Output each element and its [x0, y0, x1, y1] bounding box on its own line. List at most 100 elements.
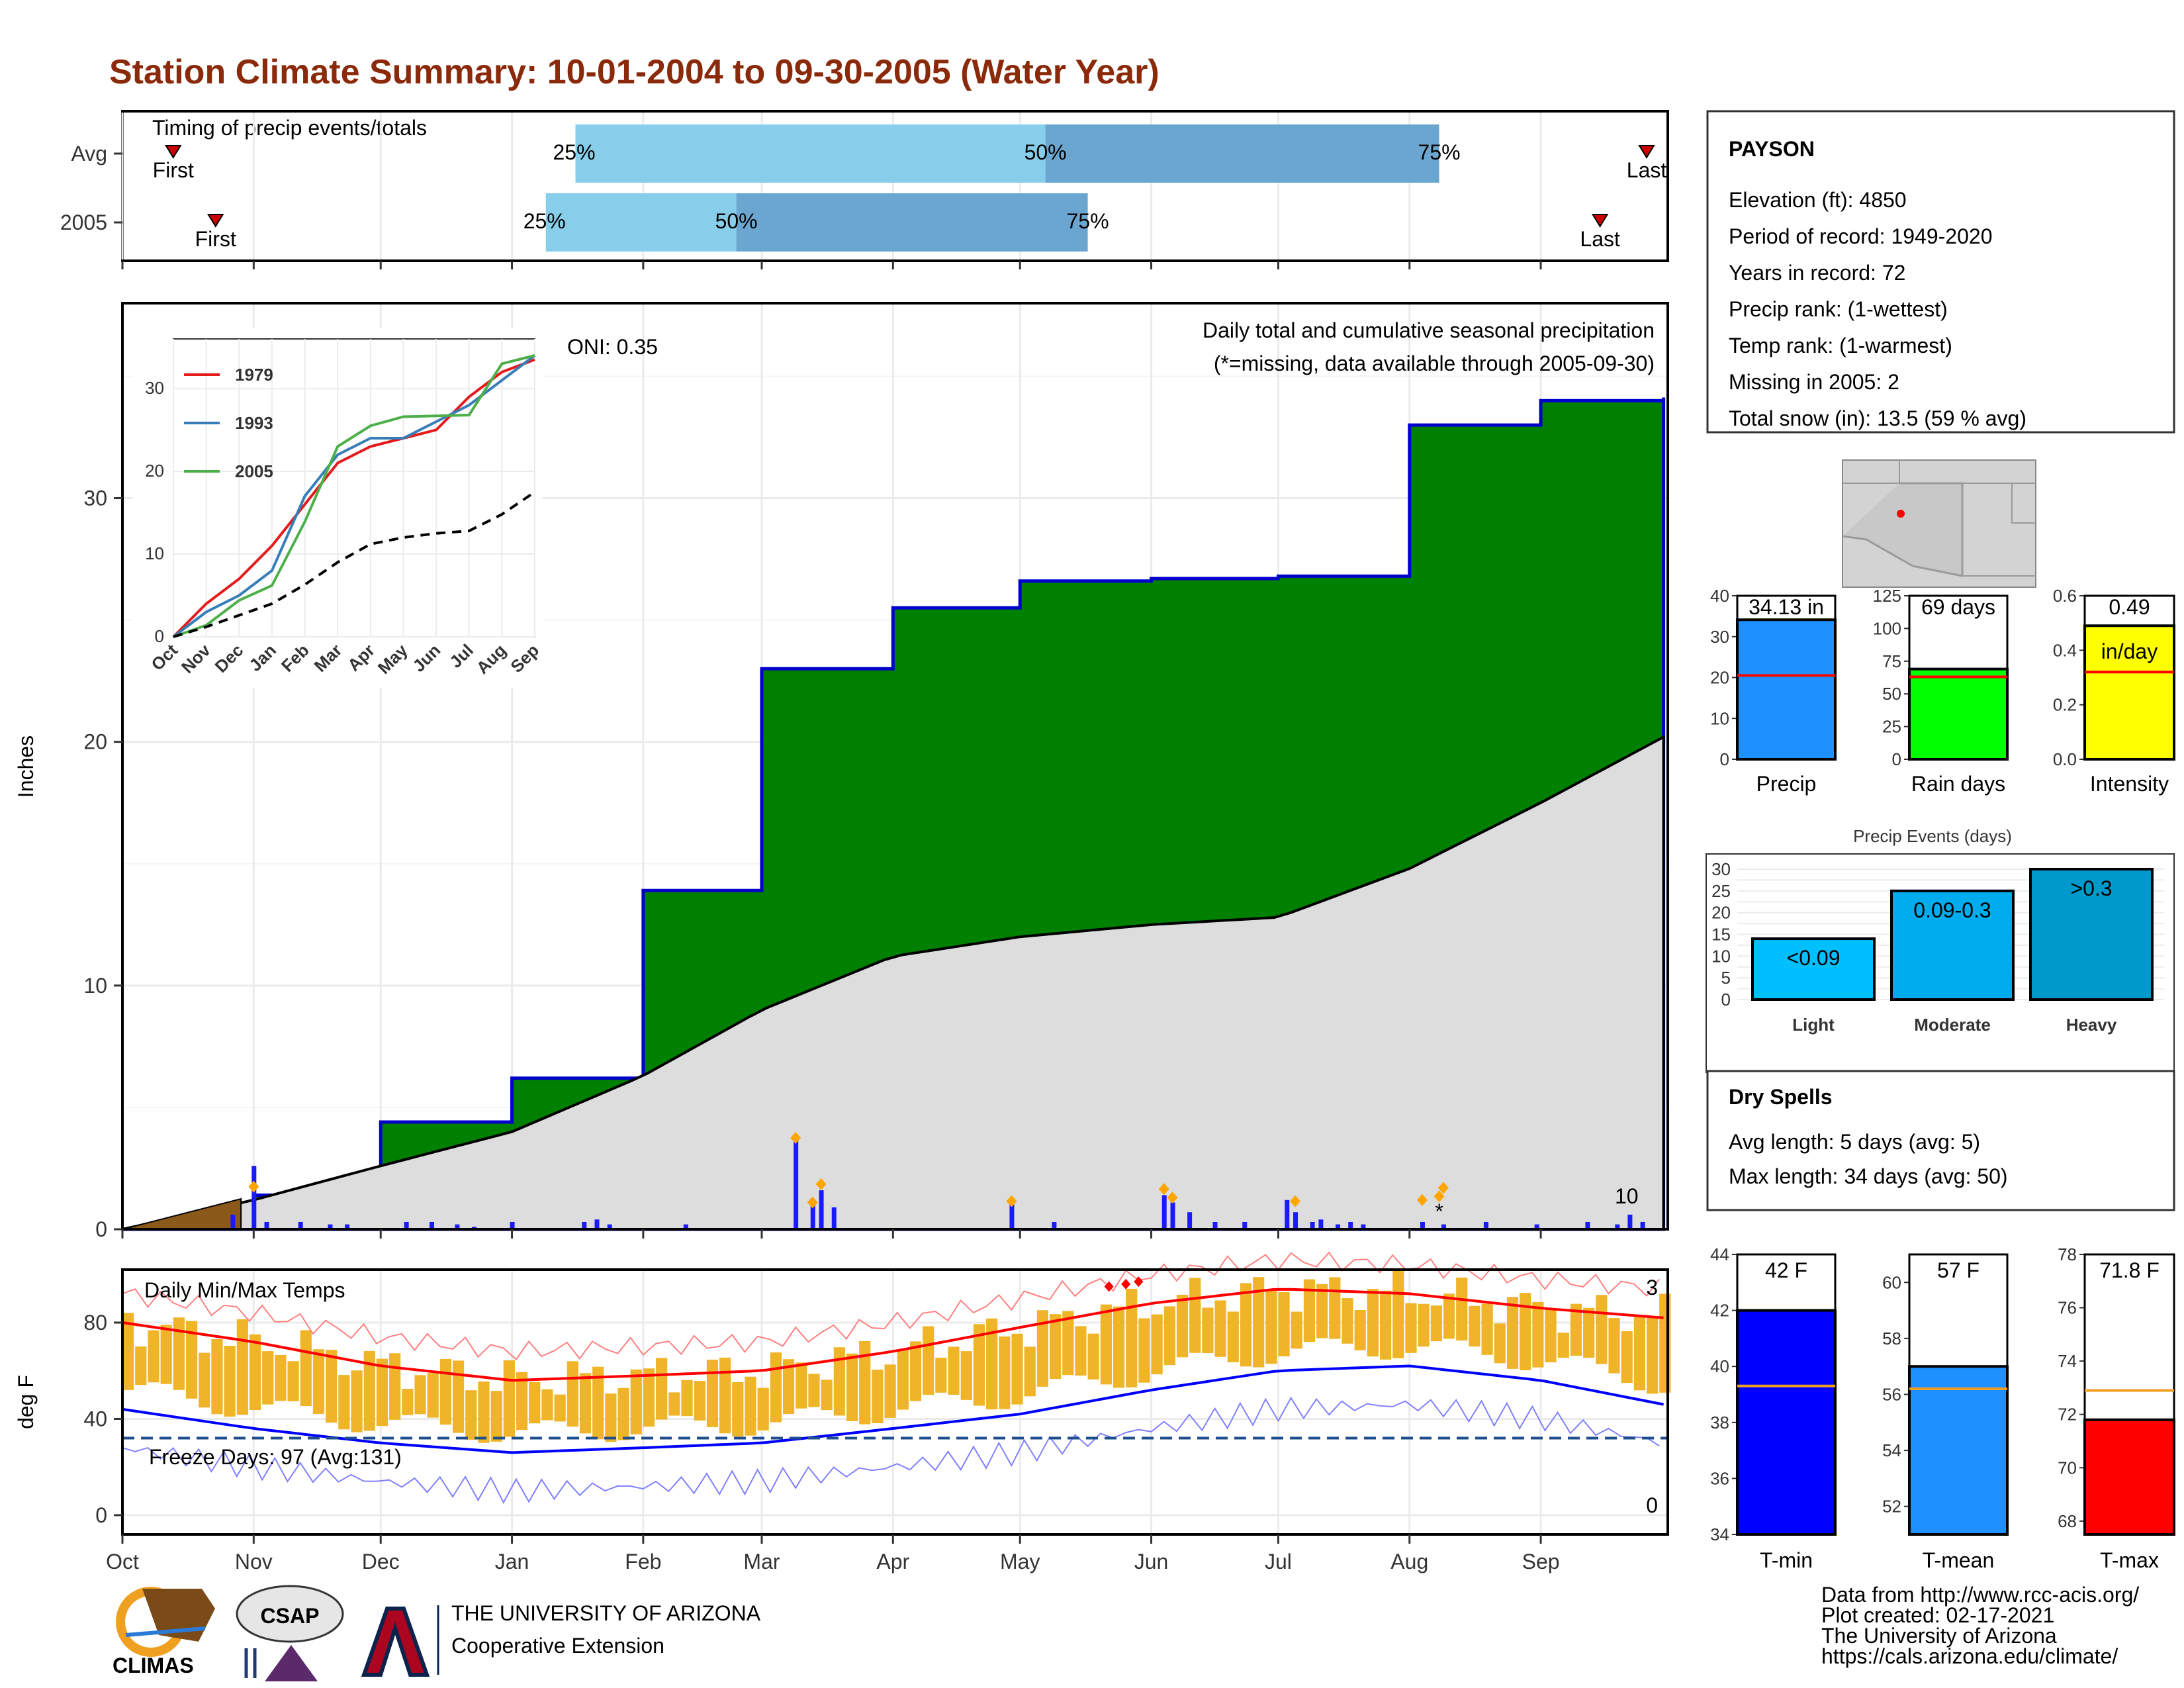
heavy-day-diamond-icon: [807, 1196, 818, 1209]
daily-precip-bar: [1534, 1224, 1539, 1229]
heavy-day-diamond-icon: [1167, 1192, 1178, 1204]
csap-logo-text: CSAP: [261, 1604, 320, 1628]
dry-title: Dry Spells: [1729, 1085, 1833, 1109]
y-tick-label: 40: [1710, 1356, 1729, 1376]
daily-temp-bar: [617, 1387, 629, 1440]
quartile-bar-25-50: [545, 193, 737, 252]
y-tick-label: 5: [1721, 968, 1731, 988]
month-label: Apr: [876, 1550, 909, 1573]
y-tick-label: 20: [83, 730, 107, 754]
temp-bar-t-min: [1736, 1309, 1837, 1536]
station-location-marker: [1897, 510, 1905, 518]
daily-temp-bar: [541, 1389, 553, 1421]
credit-line: Plot created: 02-17-2021: [1821, 1603, 2054, 1627]
y-tick-label: 125: [1873, 586, 1901, 606]
month-label: Sep: [1522, 1550, 1560, 1573]
record-min-line: [122, 1396, 1660, 1504]
daily-precip-bar: [1585, 1221, 1590, 1229]
y-tick-label: 0: [1892, 749, 1901, 769]
daily-temp-bar: [1050, 1314, 1062, 1380]
summary-value-label: 69 days: [1921, 595, 1995, 619]
daily-temp-bar: [1443, 1293, 1455, 1339]
y-tick-label: 10: [1711, 946, 1731, 966]
daily-temp-bar: [1075, 1326, 1087, 1376]
min-count-label: 0: [1646, 1493, 1658, 1517]
daily-temp-bar: [1469, 1305, 1480, 1347]
y-tick-label: 0: [95, 1217, 107, 1241]
daily-temp-bar: [821, 1380, 833, 1411]
y-tick-label: 50: [1882, 684, 1901, 704]
station-box: [1706, 110, 2175, 434]
heavy-day-diamond-icon: [1433, 1190, 1445, 1203]
daily-precip-bar: [230, 1214, 236, 1229]
daily-temp-bar: [706, 1359, 719, 1427]
daily-temp-bar: [287, 1361, 299, 1401]
daily-temp-bar: [1494, 1323, 1506, 1364]
temp-bar-label: T-max: [2100, 1548, 2159, 1572]
pct-75-label: 75%: [1067, 209, 1109, 233]
daily-temp-bar: [1024, 1346, 1036, 1397]
daily-precip-bar: [582, 1221, 587, 1229]
ua-big-text: Cooperative Extension: [451, 1634, 664, 1658]
first-label: First: [153, 158, 194, 182]
daily-temp-bar: [872, 1370, 884, 1423]
daily-temp-bar: [1329, 1277, 1341, 1339]
daily-temp-bar: [1354, 1309, 1366, 1350]
event-category-label: Light: [1792, 1015, 1835, 1035]
daily-temp-bar: [1291, 1311, 1302, 1349]
csap-logo: CSAP: [236, 1585, 344, 1681]
daily-precip-bar: [1615, 1224, 1620, 1229]
daily-temp-bar: [986, 1318, 998, 1410]
daily-precip-bar: [1310, 1221, 1315, 1229]
daily-temp-bar: [262, 1351, 274, 1405]
ua-small-text: THE UNIVERSITY OF ARIZONA: [451, 1601, 761, 1625]
daily-temp-bar: [122, 1313, 134, 1390]
max-count-label: 3: [1646, 1276, 1658, 1299]
daily-temp-bar: [757, 1387, 769, 1430]
legend-label: 1993: [235, 413, 273, 433]
daily-temp-bar: [897, 1349, 909, 1410]
inset-average-line: [173, 491, 536, 638]
temp-bar-label: T-min: [1760, 1548, 1813, 1572]
credits: Data from http://www.rcc-acis.org/Plot c…: [1821, 1583, 2139, 1668]
marker-triangle-icon: [1638, 145, 1655, 159]
timing-label: Timing of precip events/totals: [152, 116, 427, 140]
legend-label: 1979: [235, 365, 273, 385]
month-label: Dec: [362, 1550, 400, 1573]
event-category-label: Moderate: [1914, 1015, 1991, 1035]
daily-temp-bar: [1253, 1277, 1265, 1368]
y-tick-label: 60: [1882, 1272, 1901, 1292]
event-bar-heavy: [2029, 868, 2154, 1001]
event-bar-light: [1751, 937, 1876, 1001]
daily-precip-bar: [594, 1219, 600, 1229]
month-label: Jul: [1265, 1550, 1292, 1573]
temp-panel-label: Daily Min/Max Temps: [144, 1278, 345, 1302]
daily-temp-bar: [1621, 1331, 1633, 1383]
y-tick-label: 0.6: [2053, 586, 2077, 606]
daily-temp-bar: [1633, 1317, 1646, 1391]
month-axis: Oct Nov Dec Jan Feb Mar Apr May Jun Jul Aug Sep: [106, 1229, 1560, 1573]
daily-precip-bar: [810, 1199, 815, 1229]
daily-precip-bar: [1318, 1219, 1324, 1229]
daily-precip-bar: [1640, 1221, 1645, 1229]
record-high-diamond-icon: [1134, 1276, 1144, 1288]
daily-temp-bar: [516, 1372, 528, 1430]
daily-temp-bar: [1583, 1307, 1595, 1358]
right-column: PAYSON Elevation (ft): 4850 Period of rec…: [1706, 110, 2175, 1668]
climas-logo-text: CLIMAS: [113, 1654, 194, 1677]
y-tick-label: 34: [1710, 1524, 1729, 1544]
daily-temp-bar: [1202, 1307, 1214, 1354]
ua-logo: THE UNIVERSITY OF ARIZONA Cooperative Ex…: [361, 1601, 761, 1677]
daily-temp-bar: [160, 1325, 172, 1384]
y-tick-label: 0: [95, 1503, 107, 1527]
station-info-line: Years in record: 72: [1729, 261, 1905, 285]
y-tick-label: 54: [1882, 1440, 1901, 1460]
station-info-line: Missing in 2005: 2: [1729, 370, 1899, 394]
y-tick-label: 10: [83, 974, 107, 998]
month-label: May: [1000, 1550, 1040, 1573]
daily-temp-bar: [1481, 1303, 1493, 1355]
daily-temp-bar: [1647, 1317, 1659, 1394]
daily-temp-bar: [1379, 1290, 1392, 1360]
temp-panel: 0 40 80 deg F Daily Min/Max Temps Freeze Days…: [14, 1251, 1671, 1536]
